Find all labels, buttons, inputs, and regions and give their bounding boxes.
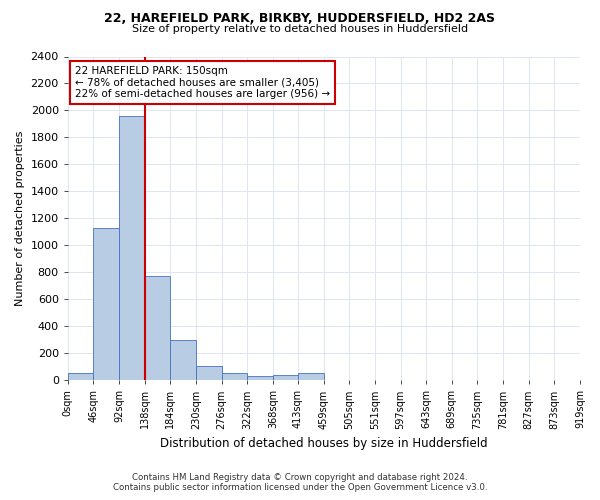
Bar [221,373,247,380]
Text: 22 HAREFIELD PARK: 150sqm
← 78% of detached houses are smaller (3,405)
22% of se: 22 HAREFIELD PARK: 150sqm ← 78% of detac… [75,66,330,99]
Text: Size of property relative to detached houses in Huddersfield: Size of property relative to detached ho… [132,24,468,34]
Bar [145,276,170,380]
Bar [247,376,273,380]
Text: Contains HM Land Registry data © Crown copyright and database right 2024.
Contai: Contains HM Land Registry data © Crown c… [113,473,487,492]
Bar [273,375,299,380]
X-axis label: Distribution of detached houses by size in Huddersfield: Distribution of detached houses by size … [160,437,488,450]
Bar [119,116,145,380]
Text: 22, HAREFIELD PARK, BIRKBY, HUDDERSFIELD, HD2 2AS: 22, HAREFIELD PARK, BIRKBY, HUDDERSFIELD… [104,12,496,26]
Bar [94,228,119,380]
Bar [170,340,196,380]
Bar [298,373,323,380]
Bar [196,366,221,380]
Bar [68,373,94,380]
Y-axis label: Number of detached properties: Number of detached properties [15,130,25,306]
